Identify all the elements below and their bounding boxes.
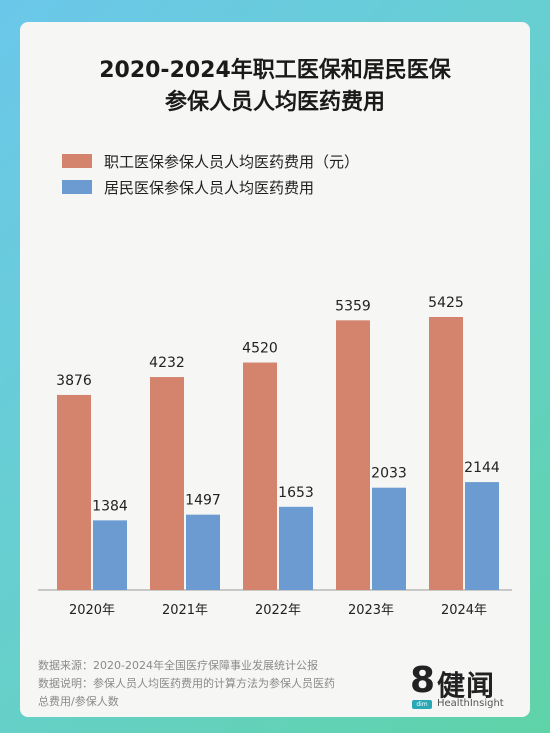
x-tick-label-2: 2022年 <box>255 603 301 618</box>
data-label-resident-0: 1384 <box>92 498 128 514</box>
legend-swatch-employee <box>62 154 92 168</box>
data-label-employee-0: 3876 <box>56 373 92 389</box>
logo-name: 健闻 <box>437 669 496 702</box>
footer-source: 数据来源：2020-2024年全国医疗保障事业发展统计公报 <box>38 659 318 672</box>
x-tick-label-0: 2020年 <box>69 603 115 618</box>
footer-note-line1: 数据说明：参保人员人均医药费用的计算方法为参保人员医药 <box>38 677 335 690</box>
x-tick-label-1: 2021年 <box>162 603 208 618</box>
bar-resident-4 <box>465 482 499 590</box>
bar-chart: 3876 1384 2020年 4232 1497 2021年 4520 1653 2022年 5… <box>38 295 512 618</box>
x-tick-label-3: 2023年 <box>348 603 394 618</box>
data-label-employee-1: 4232 <box>149 355 185 371</box>
bar-employee-4 <box>429 317 463 590</box>
legend-swatch-resident <box>62 180 92 194</box>
footer-note-line2: 总费用/参保人数 <box>38 695 119 708</box>
chart-title: 2020-2024年职工医保和居民医保 <box>99 58 451 83</box>
bar-resident-0 <box>93 520 127 590</box>
bar-resident-3 <box>372 487 406 590</box>
bar-employee-1 <box>150 377 184 590</box>
x-tick-label-4: 2024年 <box>441 603 487 618</box>
bar-employee-0 <box>57 394 91 590</box>
bar-employee-2 <box>243 362 277 590</box>
data-label-employee-2: 4520 <box>242 341 278 357</box>
bar-resident-2 <box>279 506 313 590</box>
data-label-resident-2: 1653 <box>278 485 314 501</box>
logo-badge: dim <box>412 700 432 709</box>
chart-card: 2020-2024年职工医保和居民医保 参保人员人均医药费用 职工医保参保人员人… <box>20 22 530 717</box>
logo-number: 8 <box>410 660 436 701</box>
bar-employee-3 <box>336 320 370 590</box>
logo-subtitle: HealthInsight <box>437 698 504 709</box>
legend-label-employee: 职工医保参保人员人均医药费用（元） <box>104 152 360 171</box>
legend-label-resident: 居民医保参保人员人均医药费用 <box>104 178 315 197</box>
data-label-employee-3: 5359 <box>335 298 371 314</box>
chart-subtitle: 参保人员人均医药费用 <box>164 90 385 115</box>
legend-item-resident: 居民医保参保人员人均医药费用 <box>62 178 315 197</box>
healthinsight-logo: 8 健闻 dim HealthInsight <box>410 660 520 710</box>
data-label-resident-4: 2144 <box>464 460 500 476</box>
data-label-resident-1: 1497 <box>185 493 221 509</box>
data-label-employee-4: 5425 <box>428 295 464 311</box>
data-label-resident-3: 2033 <box>371 466 407 482</box>
legend-item-employee: 职工医保参保人员人均医药费用（元） <box>62 152 360 171</box>
bar-resident-1 <box>186 514 220 590</box>
